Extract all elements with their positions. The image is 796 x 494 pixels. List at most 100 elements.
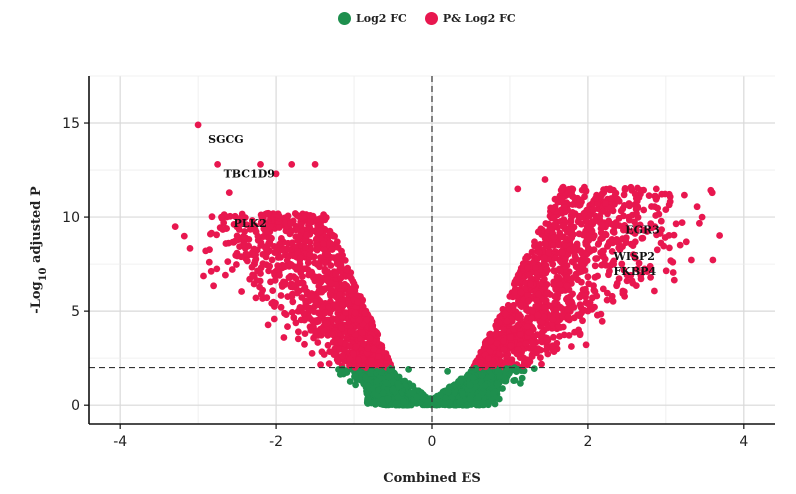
data-point [553, 339, 561, 347]
data-point [633, 222, 641, 230]
data-point [556, 333, 563, 340]
data-point [541, 176, 549, 183]
data-point [395, 383, 403, 390]
data-point [584, 273, 592, 281]
data-point [516, 331, 524, 338]
data-point [292, 319, 300, 327]
data-point [235, 215, 243, 223]
gene-label-plk2: PLK2 [234, 217, 267, 230]
data-point [288, 239, 296, 247]
data-point [536, 241, 544, 248]
data-point [486, 331, 493, 338]
data-point [303, 231, 310, 239]
x-tick-label: -4 [113, 434, 127, 450]
tick-labels: -4 -2 0 2 4 0 5 10 15 [62, 116, 748, 450]
data-point [316, 263, 323, 271]
data-point [274, 254, 282, 261]
data-point [274, 266, 281, 273]
data-point [496, 313, 504, 321]
data-point [657, 217, 665, 225]
data-point [284, 246, 292, 253]
data-point [660, 242, 668, 250]
data-point [263, 294, 271, 302]
data-point [239, 233, 247, 241]
data-point [346, 343, 354, 350]
data-point [530, 365, 538, 372]
data-point [485, 355, 492, 362]
data-point [514, 185, 522, 193]
data-point [275, 224, 283, 231]
data-point [551, 221, 558, 229]
data-point [446, 399, 453, 406]
data-point [551, 299, 559, 307]
data-point [698, 213, 706, 221]
data-point [337, 263, 345, 271]
data-point [478, 371, 486, 379]
data-point [378, 368, 385, 376]
data-point [495, 395, 503, 403]
data-point [334, 244, 342, 251]
data-point [326, 239, 334, 247]
data-point [602, 200, 609, 207]
data-point [493, 322, 501, 330]
data-point [306, 304, 313, 312]
data-point [596, 212, 604, 220]
data-point [252, 294, 260, 302]
data-point [194, 121, 202, 129]
data-point [361, 374, 369, 381]
data-point [257, 270, 264, 277]
data-point [355, 356, 362, 364]
data-point [577, 248, 585, 256]
data-point [330, 351, 338, 358]
data-point [578, 291, 585, 299]
data-point [487, 372, 495, 380]
data-point [341, 280, 349, 288]
data-point [310, 319, 318, 327]
data-point [277, 303, 285, 311]
data-point [586, 246, 594, 254]
data-point [472, 364, 480, 372]
data-point [338, 352, 346, 360]
data-point [609, 207, 617, 215]
data-point [442, 394, 449, 402]
gene-label-wisp2: WISP2 [613, 250, 655, 263]
data-point [517, 302, 524, 309]
data-point [651, 287, 658, 295]
data-point [237, 253, 245, 261]
data-point [288, 227, 295, 235]
data-point [264, 321, 272, 329]
data-point [301, 330, 309, 337]
data-point [582, 285, 589, 293]
data-point [302, 297, 309, 305]
data-point [205, 258, 213, 266]
data-point [652, 185, 660, 193]
data-point [525, 297, 532, 305]
data-point [384, 395, 392, 403]
data-point [544, 350, 552, 358]
data-point [349, 350, 357, 358]
data-point [658, 190, 666, 198]
data-point [602, 230, 609, 238]
data-point [608, 248, 616, 255]
data-point [569, 209, 576, 216]
data-point [281, 219, 289, 227]
data-point [623, 277, 631, 285]
data-point [327, 279, 335, 287]
data-point [550, 214, 558, 222]
data-point [208, 229, 216, 237]
data-point [315, 273, 323, 281]
data-point [369, 325, 377, 333]
data-point [653, 246, 661, 254]
data-point [246, 226, 254, 233]
data-point [346, 355, 354, 363]
data-point [225, 239, 233, 247]
data-point [632, 282, 640, 289]
data-point [281, 281, 289, 288]
x-axis-title: Combined ES [383, 471, 480, 486]
data-point [355, 316, 363, 324]
data-point [594, 200, 601, 208]
data-point [507, 342, 515, 350]
data-point [517, 288, 525, 296]
data-point [666, 244, 673, 252]
data-point [549, 315, 557, 323]
